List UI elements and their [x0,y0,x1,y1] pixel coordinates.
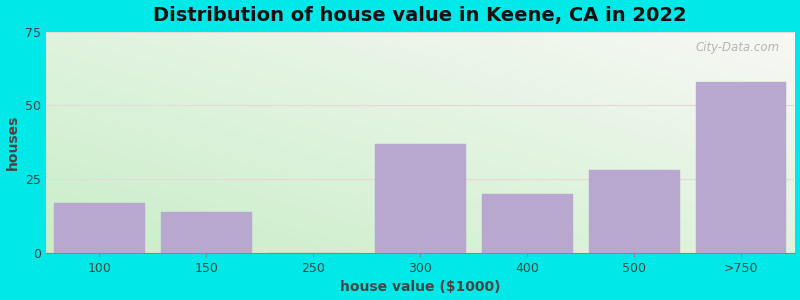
Text: City-Data.com: City-Data.com [695,40,779,53]
Bar [695,82,786,253]
Bar [482,194,573,253]
Bar [589,170,679,253]
X-axis label: house value ($1000): house value ($1000) [340,280,501,294]
Bar [374,144,466,253]
Bar [54,203,145,253]
Title: Distribution of house value in Keene, CA in 2022: Distribution of house value in Keene, CA… [154,6,687,25]
Bar [161,212,252,253]
Y-axis label: houses: houses [6,115,19,170]
